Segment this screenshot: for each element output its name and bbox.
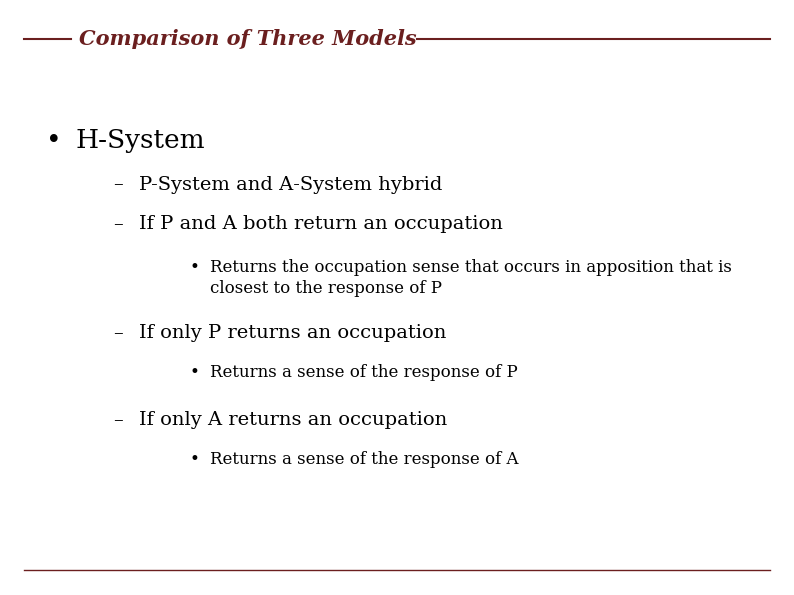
Text: –: –: [113, 215, 122, 233]
Text: Returns the occupation sense that occurs in apposition that is
closest to the re: Returns the occupation sense that occurs…: [210, 259, 732, 298]
Text: Returns a sense of the response of P: Returns a sense of the response of P: [210, 364, 518, 381]
Text: H-System: H-System: [75, 128, 205, 153]
Text: •: •: [190, 451, 199, 468]
Text: –: –: [113, 411, 122, 428]
Text: •: •: [46, 128, 62, 153]
Text: If P and A both return an occupation: If P and A both return an occupation: [139, 215, 503, 233]
Text: Returns a sense of the response of A: Returns a sense of the response of A: [210, 451, 519, 468]
Text: –: –: [113, 324, 122, 342]
Text: •: •: [190, 259, 199, 276]
Text: If only P returns an occupation: If only P returns an occupation: [139, 324, 446, 342]
Text: If only A returns an occupation: If only A returns an occupation: [139, 411, 447, 428]
Text: –: –: [113, 176, 122, 193]
Text: P-System and A-System hybrid: P-System and A-System hybrid: [139, 176, 442, 193]
Text: •: •: [190, 364, 199, 381]
Text: Comparison of Three Models: Comparison of Three Models: [79, 29, 417, 49]
